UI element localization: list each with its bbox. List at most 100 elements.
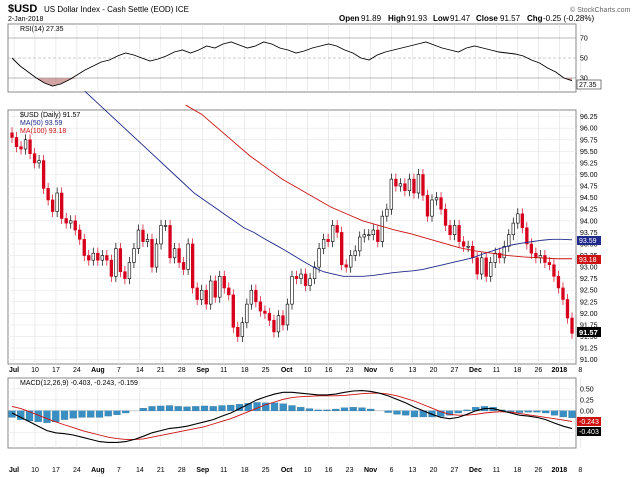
candle-down	[561, 287, 565, 300]
candle-up	[154, 243, 159, 268]
candle-down	[335, 225, 339, 233]
rsi-label: RSI(14) 27.35	[20, 26, 64, 33]
macd-x-tick-label: Jul	[9, 467, 19, 474]
price-y-tick-label: 94.75	[580, 184, 598, 191]
candle-up	[466, 245, 470, 248]
price-x-tick-label: 10	[31, 367, 39, 374]
macd-hist-bar	[8, 410, 16, 418]
price-x-tick-label: Jul	[9, 367, 19, 374]
stockcharts-brand: © StockCharts.com	[570, 6, 631, 14]
macd-hist-bar	[559, 410, 567, 418]
macd-hist-bar	[332, 408, 340, 411]
signal-tag-bg	[577, 427, 601, 436]
macd-y-tick-label: 0.25	[580, 397, 594, 404]
macd-x-tick-label: 17	[52, 467, 60, 474]
candle-down	[41, 160, 46, 189]
price-y-tick-label: 95.25	[580, 160, 598, 167]
price-x-tick-label: 7	[117, 367, 121, 374]
candle-down	[236, 326, 240, 337]
candle-up	[91, 252, 95, 261]
candle-down	[105, 255, 109, 261]
low-label: Low	[433, 14, 450, 23]
macd-hist-bar	[384, 410, 392, 413]
candle-down	[227, 287, 231, 296]
ma50-label: MA(50) 93.59	[20, 120, 63, 127]
macd-hist-bar	[227, 404, 235, 411]
candle-down	[421, 174, 425, 196]
candle-down	[565, 299, 570, 319]
candle-up	[502, 245, 506, 259]
candle-up	[452, 225, 457, 235]
price-x-tick-label: 28	[178, 367, 186, 374]
candle-up	[416, 174, 421, 194]
close-tag-bg	[577, 327, 601, 337]
macd-x-tick-label: Aug	[91, 467, 105, 474]
candle-up	[218, 276, 222, 298]
macd-hist-bar	[542, 410, 550, 414]
price-y-tick-label: 92.25	[580, 299, 598, 306]
candle-up	[480, 257, 484, 275]
price-x-tick-label: 17	[52, 367, 60, 374]
macd-hist-bar	[192, 406, 200, 411]
high-label: High	[388, 14, 406, 23]
price-x-tick-label: 2018	[552, 367, 568, 374]
macd-hist-bar	[113, 410, 121, 415]
candle-up	[69, 220, 73, 224]
macd-hist-bar	[174, 406, 182, 411]
candle-up	[172, 248, 177, 259]
signal-tag: -0.403	[579, 429, 599, 436]
open-value: 91.89	[361, 14, 382, 23]
candle-up	[511, 222, 515, 235]
candle-up	[389, 178, 394, 210]
candle-down	[267, 313, 272, 321]
candle-up	[200, 289, 204, 300]
price-x-tick-label: Sep	[196, 367, 209, 374]
macd-hist-bar	[244, 403, 252, 411]
macd-y-tick-label: 0.50	[580, 386, 594, 393]
macd-hist-bar	[218, 405, 226, 411]
macd-hist-bar	[515, 410, 524, 413]
macd-x-tick-label: 18	[241, 467, 249, 474]
macd-x-tick-label: 6	[390, 467, 394, 474]
candle-down	[326, 239, 330, 242]
macd-hist-bar	[262, 402, 270, 411]
candle-down	[10, 132, 14, 138]
low-value: 91.47	[450, 14, 471, 23]
ma100-tag: 93.18	[579, 257, 597, 264]
candle-up	[37, 160, 41, 164]
macd-x-tick-label: 8	[578, 467, 582, 474]
chart-symbol: $USD	[8, 3, 37, 15]
price-series	[10, 90, 574, 343]
candle-down	[177, 248, 181, 263]
macd-hist-bar	[297, 407, 305, 411]
macd-x-tick-label: 11	[493, 467, 500, 474]
candle-up	[209, 280, 213, 305]
rsi-value-tag: 27.35	[579, 82, 597, 89]
macd-x-tick-label: Nov	[364, 467, 377, 474]
macd-hist-bar	[314, 409, 322, 411]
macd-x-tick-label: 18	[513, 467, 521, 474]
price-y-tick-label: 92.75	[580, 276, 598, 283]
candle-down	[181, 262, 186, 270]
close-label: Close	[476, 14, 498, 23]
candle-down	[222, 276, 226, 289]
price-x-tick-label: Aug	[91, 367, 105, 374]
candle-down	[204, 289, 208, 305]
candle-down	[195, 287, 199, 300]
macd-x-tick-label: 11	[220, 467, 227, 474]
candle-down	[231, 294, 235, 328]
candle-up	[349, 255, 353, 268]
price-y-tick-label: 95.50	[580, 149, 598, 156]
macd-hist-bar	[270, 402, 279, 411]
close-value: 91.57	[500, 14, 521, 23]
candle-down	[547, 262, 552, 266]
macd-hist-bar	[410, 410, 419, 418]
price-x-tick-label: Dec	[469, 367, 482, 374]
candle-up	[245, 303, 249, 323]
candle-down	[141, 229, 145, 242]
price-x-tick-label: 11	[220, 367, 227, 374]
price-x-tick-label: 16	[325, 367, 333, 374]
candle-down	[73, 220, 77, 231]
candle-up	[308, 278, 312, 286]
candle-up	[276, 315, 281, 333]
